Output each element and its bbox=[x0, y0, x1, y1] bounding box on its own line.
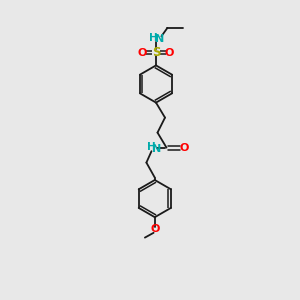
Text: N: N bbox=[155, 34, 164, 44]
Text: O: O bbox=[165, 48, 174, 58]
Text: H: H bbox=[149, 33, 158, 43]
Text: H: H bbox=[147, 142, 156, 152]
Text: O: O bbox=[138, 48, 147, 58]
Text: O: O bbox=[150, 224, 160, 235]
Text: N: N bbox=[152, 143, 161, 154]
Text: O: O bbox=[180, 142, 189, 153]
Text: S: S bbox=[152, 46, 160, 59]
